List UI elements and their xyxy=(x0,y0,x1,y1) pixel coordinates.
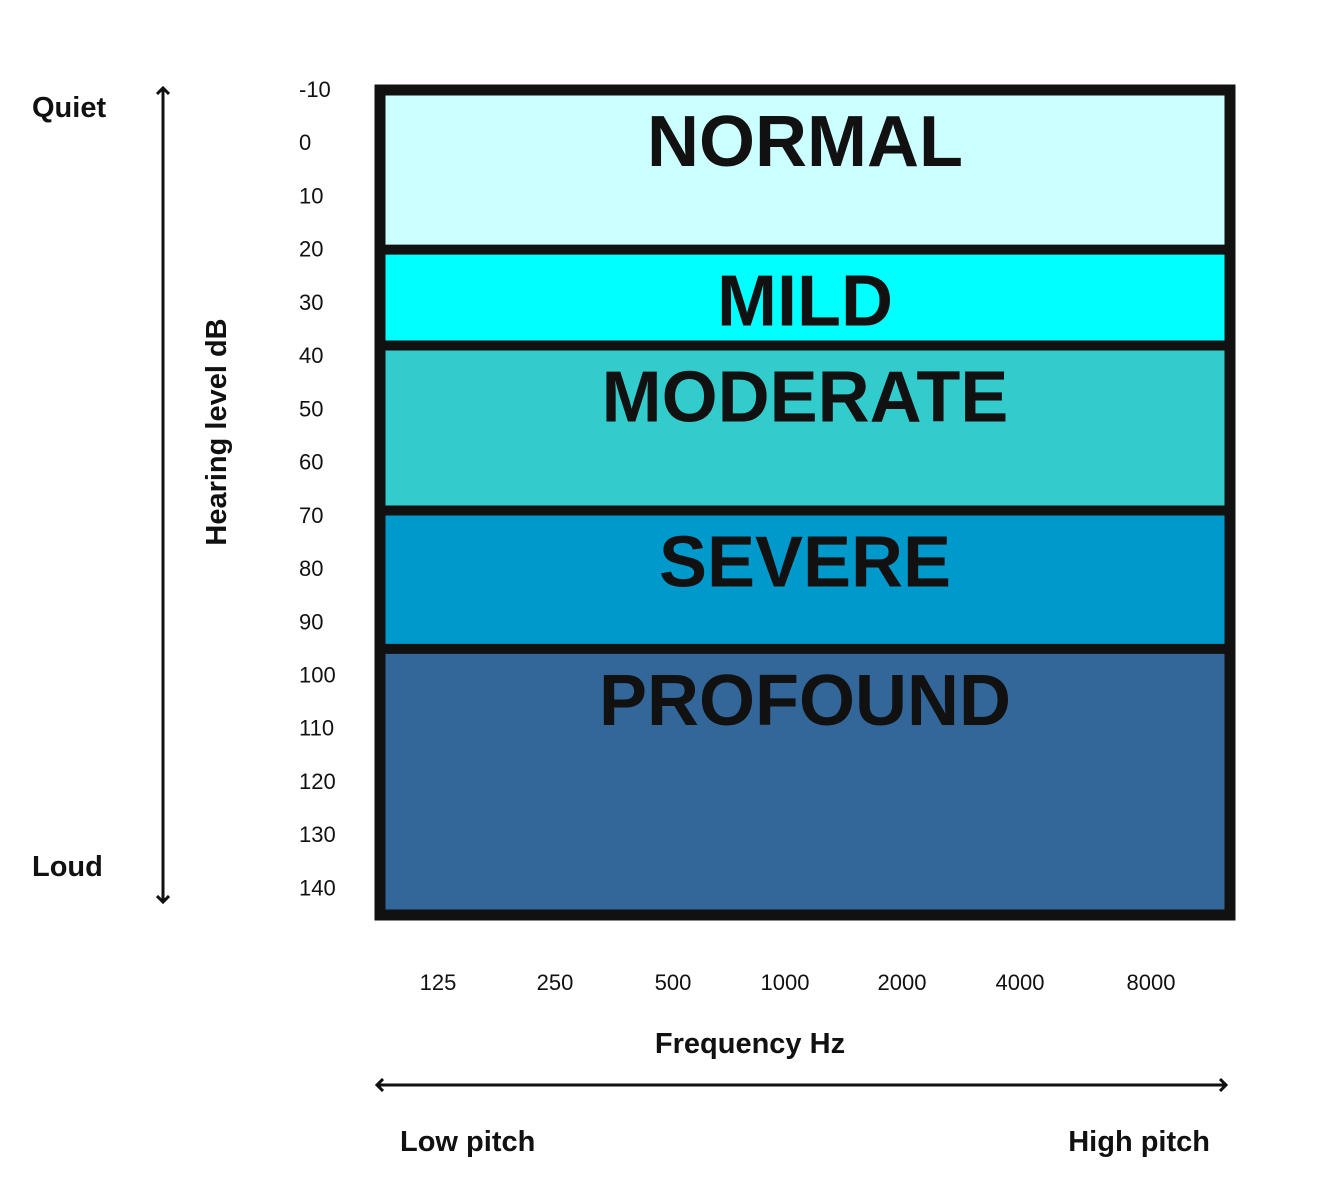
quiet-label: Quiet xyxy=(32,92,106,124)
y-tick-label: 120 xyxy=(299,769,336,794)
y-tick-label: 80 xyxy=(299,556,323,581)
y-tick-label: 50 xyxy=(299,396,323,421)
y-tick-label: 90 xyxy=(299,609,323,634)
band-profound xyxy=(380,648,1230,915)
y-tick-label: 70 xyxy=(299,503,323,528)
band-label: NORMAL xyxy=(647,102,963,182)
y-tick-label: 110 xyxy=(299,716,334,741)
x-tick-label: 125 xyxy=(420,970,457,995)
x-axis-title: Frequency Hz xyxy=(655,1028,845,1060)
plot-frame xyxy=(374,84,1236,921)
band-label: MILD xyxy=(717,262,893,342)
band-severe xyxy=(380,510,1230,649)
x-tick-label: 4000 xyxy=(996,970,1045,995)
x-tick-label: 2000 xyxy=(878,970,927,995)
y-tick-group: -10 0 10 20 30 40 50 60 70 80 90 100 110 120 130 140 xyxy=(299,77,336,900)
x-tick-label: 1000 xyxy=(761,970,810,995)
y-tick-label: 10 xyxy=(299,183,323,208)
y-tick-label: -10 xyxy=(299,77,331,102)
band-group xyxy=(380,90,1230,915)
x-tick-group: 125 250 500 1000 2000 4000 8000 xyxy=(420,970,1176,995)
y-tick-label: 100 xyxy=(299,662,336,687)
band-label: MODERATE xyxy=(602,357,1009,437)
y-tick-label: 140 xyxy=(299,875,336,900)
y-tick-label: 40 xyxy=(299,343,323,368)
y-tick-label: 20 xyxy=(299,237,323,262)
y-tick-label: 130 xyxy=(299,822,336,847)
band-label: PROFOUND xyxy=(599,661,1011,741)
x-tick-label: 500 xyxy=(655,970,692,995)
band-label: SEVERE xyxy=(659,522,951,602)
band-moderate xyxy=(380,345,1230,511)
band-label-group: NORMAL MILD MODERATE SEVERE PROFOUND xyxy=(599,102,1011,741)
y-tick-label: 60 xyxy=(299,450,323,475)
y-axis-title: Hearing level dB xyxy=(201,318,233,545)
high-pitch-label: High pitch xyxy=(1068,1126,1210,1158)
band-normal xyxy=(380,90,1230,250)
x-tick-label: 8000 xyxy=(1127,970,1176,995)
y-tick-label: 0 xyxy=(299,130,311,155)
x-tick-label: 250 xyxy=(537,970,574,995)
y-tick-label: 30 xyxy=(299,290,323,315)
loud-label: Loud xyxy=(32,851,103,883)
band-mild xyxy=(380,249,1230,346)
low-pitch-label: Low pitch xyxy=(400,1126,535,1158)
